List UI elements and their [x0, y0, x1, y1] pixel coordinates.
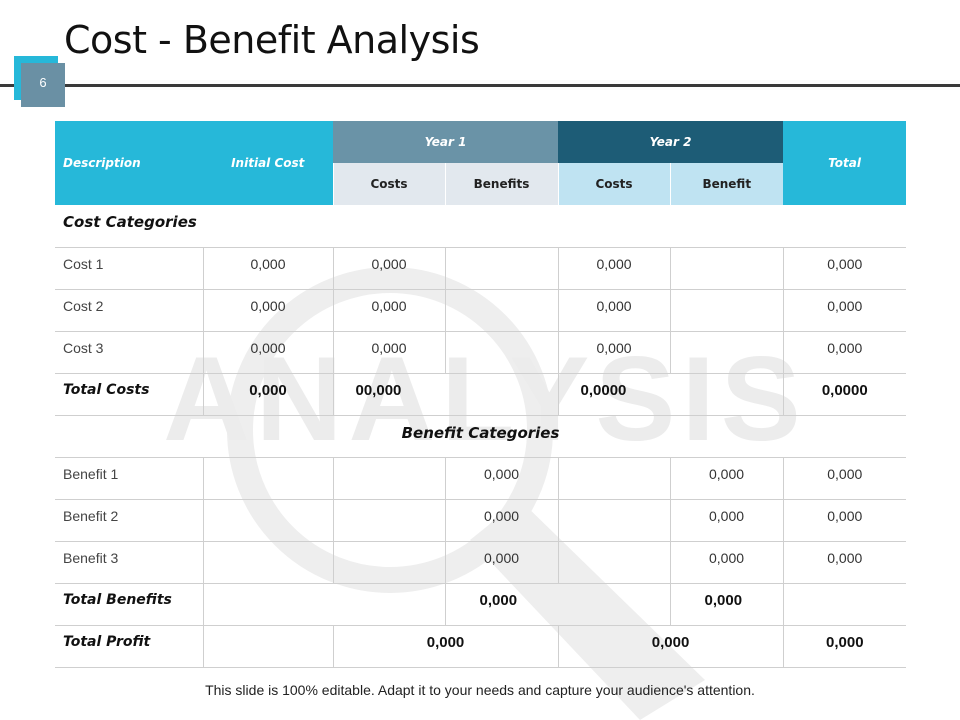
header-year-1: Year 1: [333, 121, 559, 163]
header-description: Description: [55, 121, 203, 205]
cell: [444, 289, 559, 332]
header-y1-costs: Costs: [332, 163, 445, 205]
cell: 0,000: [332, 331, 445, 374]
cell: 0,000: [782, 541, 907, 584]
cell: 0,000: [444, 457, 559, 500]
cell: [669, 331, 784, 374]
cell: [444, 331, 559, 374]
table-row: Benefit 1 0,000 0,000 0,000: [55, 457, 907, 500]
table-row: Cost 3 0,000 0,000 0,000 0,000: [55, 331, 907, 374]
benefit-categories-label: Benefit Categories: [55, 415, 907, 458]
cost-categories-label: Cost Categories: [55, 205, 907, 248]
header-y2-costs: Costs: [557, 163, 671, 205]
header-year-2: Year 2: [558, 121, 784, 163]
title-divider: [0, 84, 960, 87]
cell: 0,000: [444, 499, 559, 542]
total-benefits-row: Total Benefits 0,000 0,000: [55, 583, 907, 626]
cost-benefit-table: Description Initial Cost Year 1 Year 2 T…: [55, 121, 907, 668]
cell: 0,000: [669, 457, 784, 500]
row-label: Benefit 1: [55, 457, 203, 500]
cell: 0,000: [202, 373, 333, 416]
cell: [669, 247, 784, 290]
cell: 0,000: [669, 541, 784, 584]
cell: 0,000: [202, 247, 333, 290]
row-label: Cost 1: [55, 247, 203, 290]
cell: [782, 583, 907, 626]
cell: 0,000: [444, 583, 671, 626]
cell: 0,000: [332, 247, 445, 290]
cell: 0,000: [782, 499, 907, 542]
slide-number: 6: [39, 74, 47, 90]
cell: 0,000: [557, 247, 671, 290]
cell: 0,000: [332, 289, 445, 332]
cell: [557, 499, 671, 542]
cell: 0,000: [782, 625, 907, 668]
cell: 0,000: [332, 625, 559, 668]
cell: [557, 457, 671, 500]
cell: [557, 541, 671, 584]
cell: 0,000: [782, 457, 907, 500]
table-row: Cost 2 0,000 0,000 0,000 0,000: [55, 289, 907, 332]
cell: [332, 541, 445, 584]
cell: 0,000: [782, 289, 907, 332]
total-benefits-label: Total Benefits: [55, 583, 203, 626]
cell: [332, 499, 445, 542]
cell: 0,0000: [557, 373, 784, 416]
cell: 0,000: [557, 289, 671, 332]
page-title: Cost - Benefit Analysis: [64, 18, 480, 62]
total-profit-row: Total Profit 0,000 0,000 0,000: [55, 625, 907, 668]
total-profit-label: Total Profit: [55, 625, 203, 668]
cell: 0,000: [782, 247, 907, 290]
total-costs-row: Total Costs 0,000 00,000 0,0000 0,0000: [55, 373, 907, 416]
cell: [444, 247, 559, 290]
cell: [202, 583, 445, 626]
cell: 0,000: [557, 331, 671, 374]
header-y2-benefit: Benefit: [669, 163, 784, 205]
header-y1-benefits: Benefits: [444, 163, 559, 205]
cell: [202, 541, 333, 584]
cell: [202, 499, 333, 542]
cell: [202, 457, 333, 500]
row-label: Cost 3: [55, 331, 203, 374]
total-costs-label: Total Costs: [55, 373, 203, 416]
header-total: Total: [783, 121, 907, 205]
cell: 0,000: [782, 331, 907, 374]
cell: 0,0000: [782, 373, 907, 416]
header-initial-cost: Initial Cost: [203, 121, 333, 205]
table-row: Cost 1 0,000 0,000 0,000 0,000: [55, 247, 907, 290]
cell: [332, 457, 445, 500]
cell: [202, 625, 333, 668]
cell: 0,000: [669, 499, 784, 542]
cell: [669, 289, 784, 332]
row-label: Benefit 2: [55, 499, 203, 542]
cell: 0,000: [444, 541, 559, 584]
slide-number-badge: 6: [21, 63, 65, 107]
footer-note: This slide is 100% editable. Adapt it to…: [205, 682, 755, 698]
row-label: Benefit 3: [55, 541, 203, 584]
cell: 0,000: [202, 289, 333, 332]
cell: 0,000: [557, 625, 784, 668]
benefit-section-row: Benefit Categories: [55, 415, 907, 458]
cell: 0,000: [669, 583, 784, 626]
cell: 00,000: [332, 373, 559, 416]
table-row: Benefit 3 0,000 0,000 0,000: [55, 541, 907, 584]
cost-section-row: Cost Categories: [55, 205, 907, 248]
row-label: Cost 2: [55, 289, 203, 332]
table-row: Benefit 2 0,000 0,000 0,000: [55, 499, 907, 542]
cell: 0,000: [202, 331, 333, 374]
